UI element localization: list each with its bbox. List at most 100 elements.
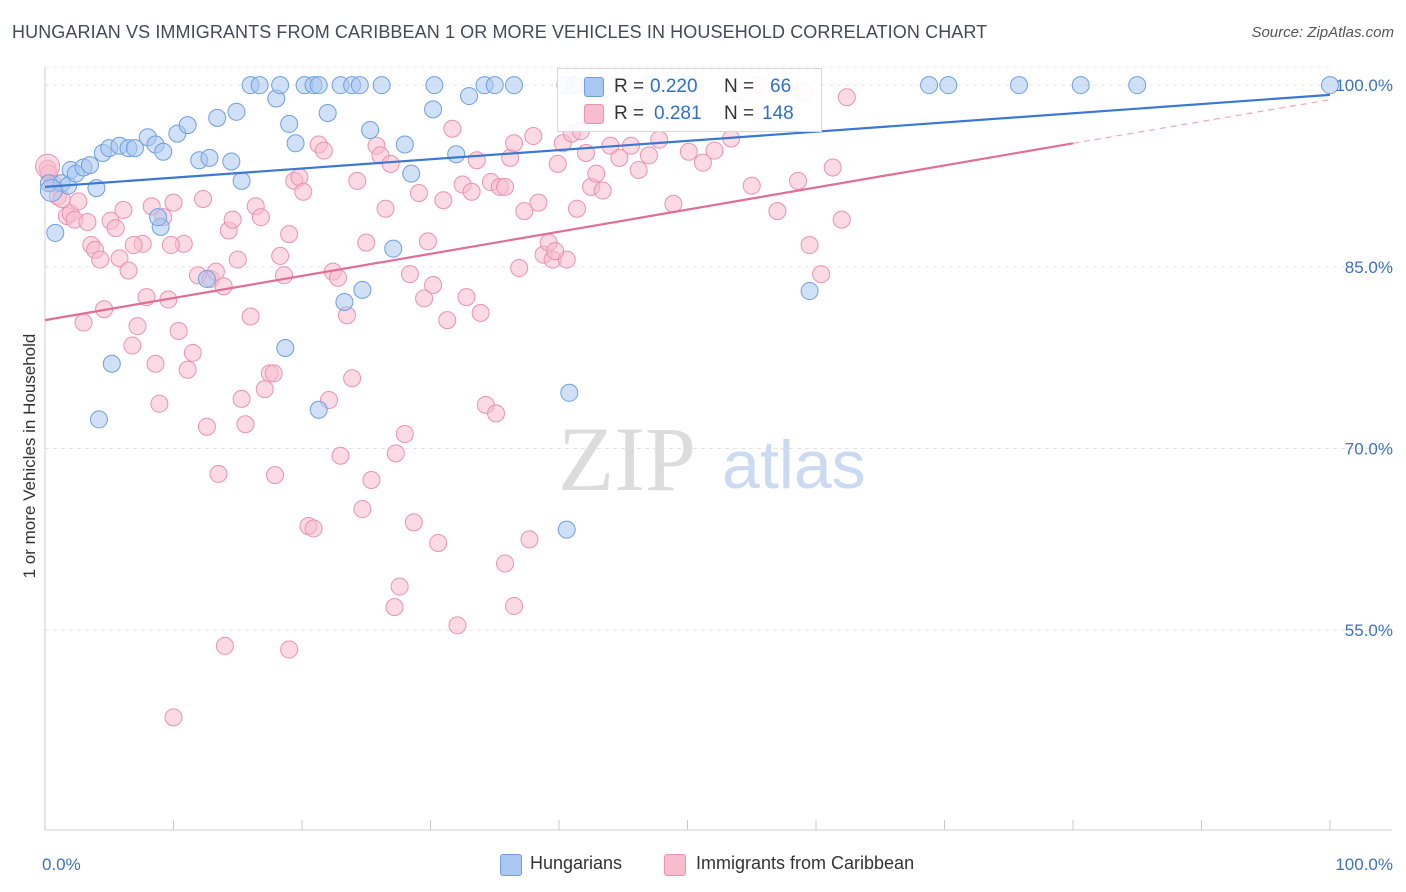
data-point: [505, 76, 524, 95]
data-point: [372, 76, 391, 95]
hungarians-legend-label: Hungarians: [530, 853, 623, 873]
data-point: [496, 177, 515, 196]
data-point: [89, 410, 108, 429]
data-point: [487, 404, 506, 423]
data-point: [110, 249, 129, 268]
data-point: [457, 288, 476, 307]
data-point: [350, 76, 369, 95]
data-point: [228, 250, 247, 269]
data-point: [215, 636, 234, 655]
data-point: [800, 282, 819, 301]
data-point: [264, 364, 283, 383]
data-point: [742, 176, 761, 195]
data-point: [222, 152, 241, 171]
data-point: [250, 76, 269, 95]
data-point: [390, 577, 409, 596]
data-point: [197, 269, 216, 288]
data-point: [214, 277, 233, 296]
data-point: [271, 246, 290, 265]
data-point: [164, 708, 183, 727]
data-point: [154, 142, 173, 161]
data-point: [823, 158, 842, 177]
data-point: [280, 114, 299, 133]
data-point: [429, 533, 448, 552]
data-point: [114, 200, 133, 219]
y-tick-label: 100.0%: [1335, 76, 1393, 95]
caribbean-swatch: [584, 104, 604, 124]
data-point: [74, 313, 93, 332]
watermark: ZIP atlas: [558, 408, 866, 510]
data-point: [1071, 76, 1090, 95]
data-point: [46, 223, 65, 242]
data-point: [789, 171, 808, 190]
tick-labels: 55.0% 70.0% 85.0% 100.0% 0.0% 100.0%: [42, 76, 1393, 874]
data-point: [593, 181, 612, 200]
data-point: [91, 250, 110, 269]
data-point: [400, 265, 419, 284]
data-point: [425, 76, 444, 95]
data-point: [200, 148, 219, 167]
data-point: [385, 598, 404, 617]
data-point: [314, 141, 333, 160]
data-point: [223, 210, 242, 229]
data-point: [69, 192, 88, 211]
data-point: [128, 317, 147, 336]
data-point: [227, 102, 246, 121]
gridlines: [45, 66, 1390, 631]
data-point: [255, 380, 274, 399]
n-label: N =: [724, 103, 755, 124]
data-point: [939, 76, 958, 95]
data-point: [386, 444, 405, 463]
stats-legend: R = 0.220 N = 66 R = 0.281 N = 148: [557, 68, 822, 132]
data-point: [800, 236, 819, 255]
data-point: [402, 164, 421, 183]
data-point: [353, 500, 372, 519]
data-point: [106, 219, 125, 238]
data-point: [164, 193, 183, 212]
data-point: [467, 151, 486, 170]
caribbean-trend-line: [44, 142, 1074, 322]
data-point: [343, 369, 362, 388]
watermark-zip: ZIP: [558, 408, 696, 510]
data-point: [485, 76, 504, 95]
y-tick-label: 70.0%: [1345, 440, 1393, 459]
trend-lines: [44, 93, 1331, 322]
data-point: [424, 276, 443, 294]
data-point-large: [39, 179, 63, 203]
data-point: [705, 141, 724, 160]
n-label: N =: [724, 76, 755, 97]
data-point: [448, 616, 467, 635]
data-point: [1010, 76, 1029, 95]
data-point: [438, 311, 457, 330]
data-point: [515, 202, 534, 221]
data-point: [251, 208, 270, 227]
data-point: [304, 519, 323, 538]
data-point: [197, 417, 216, 436]
data-point: [241, 307, 260, 326]
data-point: [275, 266, 294, 285]
data-point: [447, 145, 466, 164]
data-point: [496, 554, 515, 573]
data-point: [460, 87, 479, 106]
data-point: [395, 135, 414, 154]
data-point: [353, 280, 372, 299]
data-point: [271, 76, 290, 95]
data-point: [520, 530, 539, 549]
data-point: [418, 232, 437, 251]
data-point: [610, 148, 629, 167]
stats-row-hungarians: R = 0.220 N = 66: [558, 74, 821, 100]
y-tick-label: 85.0%: [1345, 258, 1393, 277]
data-point: [920, 76, 939, 95]
data-point: [424, 100, 443, 119]
hungarians-legend-swatch: [500, 854, 522, 876]
data-point: [462, 182, 481, 201]
n-value: 66: [770, 76, 792, 97]
data-point: [124, 236, 143, 255]
data-point: [236, 415, 255, 434]
data-point: [384, 239, 403, 258]
data-point: [357, 233, 376, 252]
data-point: [331, 446, 350, 465]
caribbean-legend-label: Immigrants from Caribbean: [696, 853, 915, 873]
data-point: [524, 127, 543, 146]
data-point: [280, 225, 299, 244]
